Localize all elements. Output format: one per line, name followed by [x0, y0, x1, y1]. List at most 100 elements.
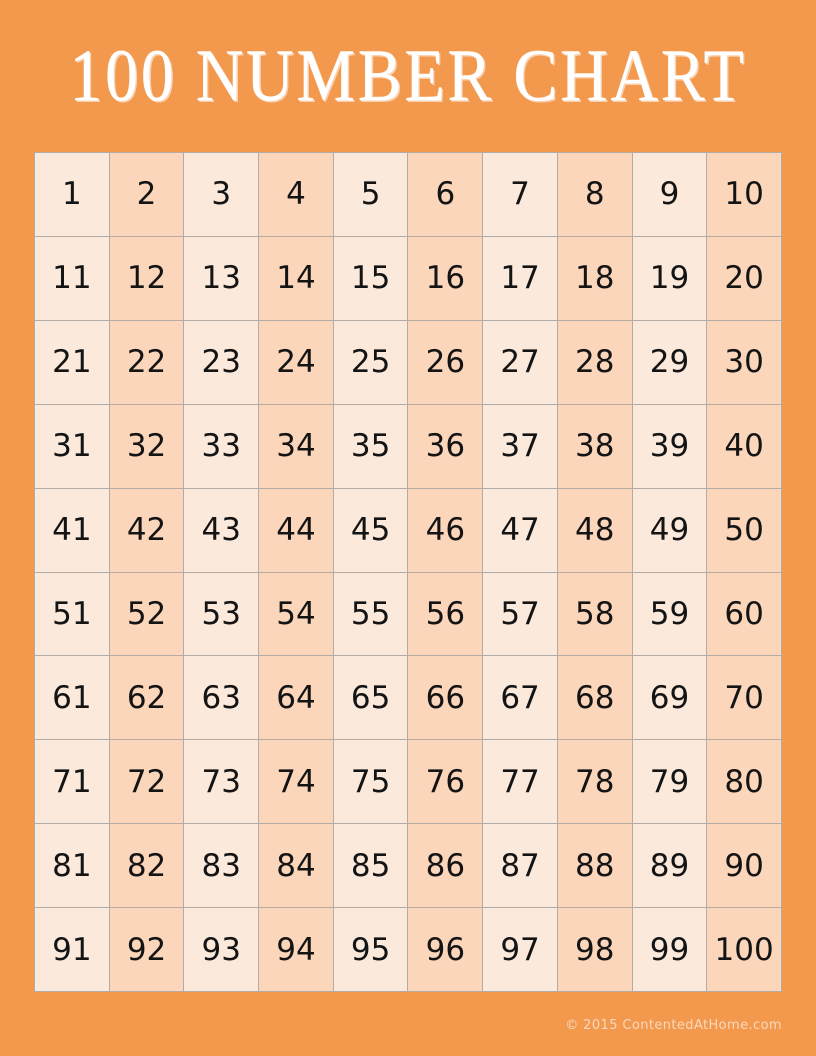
- grid-cell[interactable]: 9: [632, 153, 708, 237]
- grid-cell[interactable]: 42: [109, 488, 185, 573]
- grid-cell[interactable]: 31: [35, 404, 110, 489]
- grid-cell[interactable]: 63: [184, 656, 260, 741]
- grid-cell[interactable]: 50: [707, 488, 782, 573]
- grid-cell[interactable]: 41: [35, 488, 110, 573]
- grid-cell[interactable]: 5: [333, 153, 409, 237]
- grid-cell[interactable]: 3: [184, 153, 260, 237]
- grid-cell[interactable]: 61: [35, 656, 110, 741]
- grid-cell[interactable]: 75: [333, 740, 409, 825]
- grid-cell[interactable]: 20: [707, 236, 782, 321]
- grid-cell[interactable]: 58: [557, 572, 633, 657]
- grid-cell[interactable]: 39: [632, 404, 708, 489]
- grid-cell[interactable]: 53: [184, 572, 260, 657]
- grid-cell[interactable]: 7: [483, 153, 558, 237]
- grid-cell[interactable]: 95: [333, 908, 409, 992]
- grid-cell[interactable]: 37: [483, 404, 558, 489]
- grid-cell[interactable]: 32: [109, 404, 185, 489]
- grid-cell[interactable]: 36: [408, 404, 484, 489]
- grid-cell[interactable]: 65: [333, 656, 409, 741]
- grid-cell[interactable]: 72: [109, 740, 185, 825]
- grid-cell[interactable]: 51: [35, 572, 110, 657]
- grid-cell[interactable]: 57: [483, 572, 558, 657]
- grid-cell[interactable]: 14: [259, 236, 334, 321]
- grid-cell[interactable]: 43: [184, 488, 260, 573]
- grid-cell[interactable]: 29: [632, 320, 708, 405]
- grid-cell[interactable]: 21: [35, 320, 110, 405]
- grid-cell[interactable]: 85: [333, 824, 409, 909]
- grid-cell[interactable]: 89: [632, 824, 708, 909]
- grid-cell[interactable]: 15: [333, 236, 409, 321]
- grid-cell[interactable]: 94: [259, 908, 334, 992]
- grid-cell[interactable]: 10: [707, 153, 782, 237]
- grid-cell[interactable]: 27: [483, 320, 558, 405]
- grid-cell[interactable]: 4: [259, 153, 334, 237]
- grid-cell[interactable]: 59: [632, 572, 708, 657]
- grid-cell[interactable]: 100: [707, 908, 782, 992]
- grid-cell[interactable]: 88: [557, 824, 633, 909]
- grid-cell[interactable]: 13: [184, 236, 260, 321]
- grid-cell[interactable]: 45: [333, 488, 409, 573]
- grid-cell[interactable]: 35: [333, 404, 409, 489]
- grid-cell[interactable]: 6: [408, 153, 484, 237]
- grid-cell[interactable]: 33: [184, 404, 260, 489]
- grid-cell[interactable]: 71: [35, 740, 110, 825]
- grid-cell[interactable]: 48: [557, 488, 633, 573]
- grid-cell[interactable]: 93: [184, 908, 260, 992]
- grid-cell[interactable]: 74: [259, 740, 334, 825]
- grid-cell[interactable]: 82: [109, 824, 185, 909]
- grid-cell[interactable]: 38: [557, 404, 633, 489]
- grid-cell[interactable]: 92: [109, 908, 185, 992]
- grid-cell[interactable]: 68: [557, 656, 633, 741]
- grid-cell[interactable]: 8: [557, 153, 633, 237]
- grid-cell[interactable]: 1: [35, 153, 110, 237]
- grid-cell[interactable]: 25: [333, 320, 409, 405]
- grid-cell[interactable]: 22: [109, 320, 185, 405]
- grid-cell[interactable]: 18: [557, 236, 633, 321]
- grid-cell[interactable]: 80: [707, 740, 782, 825]
- grid-cell[interactable]: 81: [35, 824, 110, 909]
- grid-cell[interactable]: 34: [259, 404, 334, 489]
- grid-cell[interactable]: 87: [483, 824, 558, 909]
- grid-cell[interactable]: 60: [707, 572, 782, 657]
- grid-cell[interactable]: 96: [408, 908, 484, 992]
- grid-cell[interactable]: 44: [259, 488, 334, 573]
- grid-cell[interactable]: 49: [632, 488, 708, 573]
- grid-cell[interactable]: 19: [632, 236, 708, 321]
- grid-cell[interactable]: 91: [35, 908, 110, 992]
- grid-cell[interactable]: 30: [707, 320, 782, 405]
- grid-cell[interactable]: 97: [483, 908, 558, 992]
- grid-cell[interactable]: 67: [483, 656, 558, 741]
- grid-cell[interactable]: 47: [483, 488, 558, 573]
- grid-cell[interactable]: 12: [109, 236, 185, 321]
- grid-cell[interactable]: 64: [259, 656, 334, 741]
- grid-cell[interactable]: 99: [632, 908, 708, 992]
- grid-cell[interactable]: 90: [707, 824, 782, 909]
- grid-cell[interactable]: 54: [259, 572, 334, 657]
- grid-cell[interactable]: 77: [483, 740, 558, 825]
- grid-cell[interactable]: 73: [184, 740, 260, 825]
- grid-cell[interactable]: 79: [632, 740, 708, 825]
- grid-cell[interactable]: 2: [109, 153, 185, 237]
- grid-cell[interactable]: 62: [109, 656, 185, 741]
- grid-cell[interactable]: 24: [259, 320, 334, 405]
- grid-cell[interactable]: 84: [259, 824, 334, 909]
- grid-cell[interactable]: 69: [632, 656, 708, 741]
- grid-cell[interactable]: 56: [408, 572, 484, 657]
- grid-cell[interactable]: 11: [35, 236, 110, 321]
- grid-cell[interactable]: 23: [184, 320, 260, 405]
- grid-cell[interactable]: 70: [707, 656, 782, 741]
- grid-cell[interactable]: 98: [557, 908, 633, 992]
- grid-cell[interactable]: 83: [184, 824, 260, 909]
- grid-cell[interactable]: 40: [707, 404, 782, 489]
- grid-cell[interactable]: 55: [333, 572, 409, 657]
- grid-cell[interactable]: 86: [408, 824, 484, 909]
- grid-cell[interactable]: 26: [408, 320, 484, 405]
- grid-cell[interactable]: 17: [483, 236, 558, 321]
- grid-cell[interactable]: 76: [408, 740, 484, 825]
- grid-cell[interactable]: 66: [408, 656, 484, 741]
- grid-cell[interactable]: 28: [557, 320, 633, 405]
- grid-cell[interactable]: 16: [408, 236, 484, 321]
- grid-cell[interactable]: 52: [109, 572, 185, 657]
- grid-cell[interactable]: 46: [408, 488, 484, 573]
- grid-cell[interactable]: 78: [557, 740, 633, 825]
